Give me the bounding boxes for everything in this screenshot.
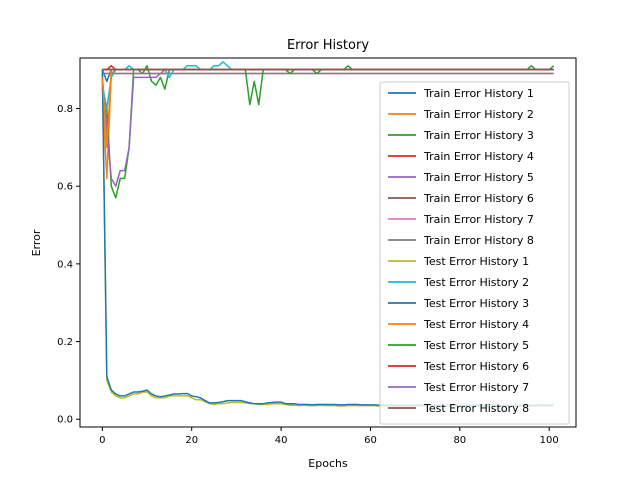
legend-label-2: Train Error History 2 bbox=[423, 108, 534, 121]
x-axis-ticks: 0 20 40 60 80 100 bbox=[99, 427, 559, 446]
y-tick-label-2: 0.4 bbox=[57, 259, 73, 270]
legend-label-8: Train Error History 8 bbox=[423, 234, 534, 247]
legend-label-9: Test Error History 1 bbox=[423, 255, 529, 268]
x-tick-label-40: 40 bbox=[275, 435, 288, 446]
x-tick-label-0: 0 bbox=[99, 435, 105, 446]
chart-title: Error History bbox=[287, 38, 369, 53]
legend-label-6: Train Error History 6 bbox=[423, 192, 534, 205]
legend-label-12: Test Error History 4 bbox=[423, 318, 529, 331]
legend-label-3: Train Error History 3 bbox=[423, 129, 534, 142]
legend-label-4: Train Error History 4 bbox=[423, 150, 534, 163]
y-tick-label-1: 0.2 bbox=[57, 337, 73, 348]
y-tick-label-0: 0.0 bbox=[57, 415, 73, 426]
legend-label-7: Train Error History 7 bbox=[423, 213, 534, 226]
y-tick-label-4: 0.8 bbox=[57, 104, 73, 115]
x-axis-label: Epochs bbox=[308, 457, 348, 470]
x-tick-label-60: 60 bbox=[364, 435, 377, 446]
y-axis-ticks: 0.0 0.2 0.4 0.6 0.8 bbox=[57, 104, 80, 426]
legend-label-15: Test Error History 7 bbox=[423, 381, 529, 394]
axes-frame bbox=[79, 57, 577, 428]
legend-label-14: Test Error History 6 bbox=[423, 360, 529, 373]
legend-label-11: Test Error History 3 bbox=[423, 297, 529, 310]
legend-box bbox=[379, 81, 570, 425]
legend-label-1: Train Error History 1 bbox=[423, 87, 534, 100]
legend-label-13: Test Error History 5 bbox=[423, 339, 529, 352]
x-tick-label-80: 80 bbox=[453, 435, 466, 446]
y-axis-label: Error bbox=[30, 229, 43, 256]
legend: Train Error History 1 Train Error History… bbox=[379, 81, 570, 425]
x-tick-label-20: 20 bbox=[185, 435, 198, 446]
x-tick-label-100: 100 bbox=[540, 435, 559, 446]
y-tick-label-3: 0.6 bbox=[57, 182, 73, 193]
legend-label-10: Test Error History 2 bbox=[423, 276, 529, 289]
legend-label-16: Test Error History 8 bbox=[423, 402, 529, 415]
legend-label-5: Train Error History 5 bbox=[423, 171, 534, 184]
